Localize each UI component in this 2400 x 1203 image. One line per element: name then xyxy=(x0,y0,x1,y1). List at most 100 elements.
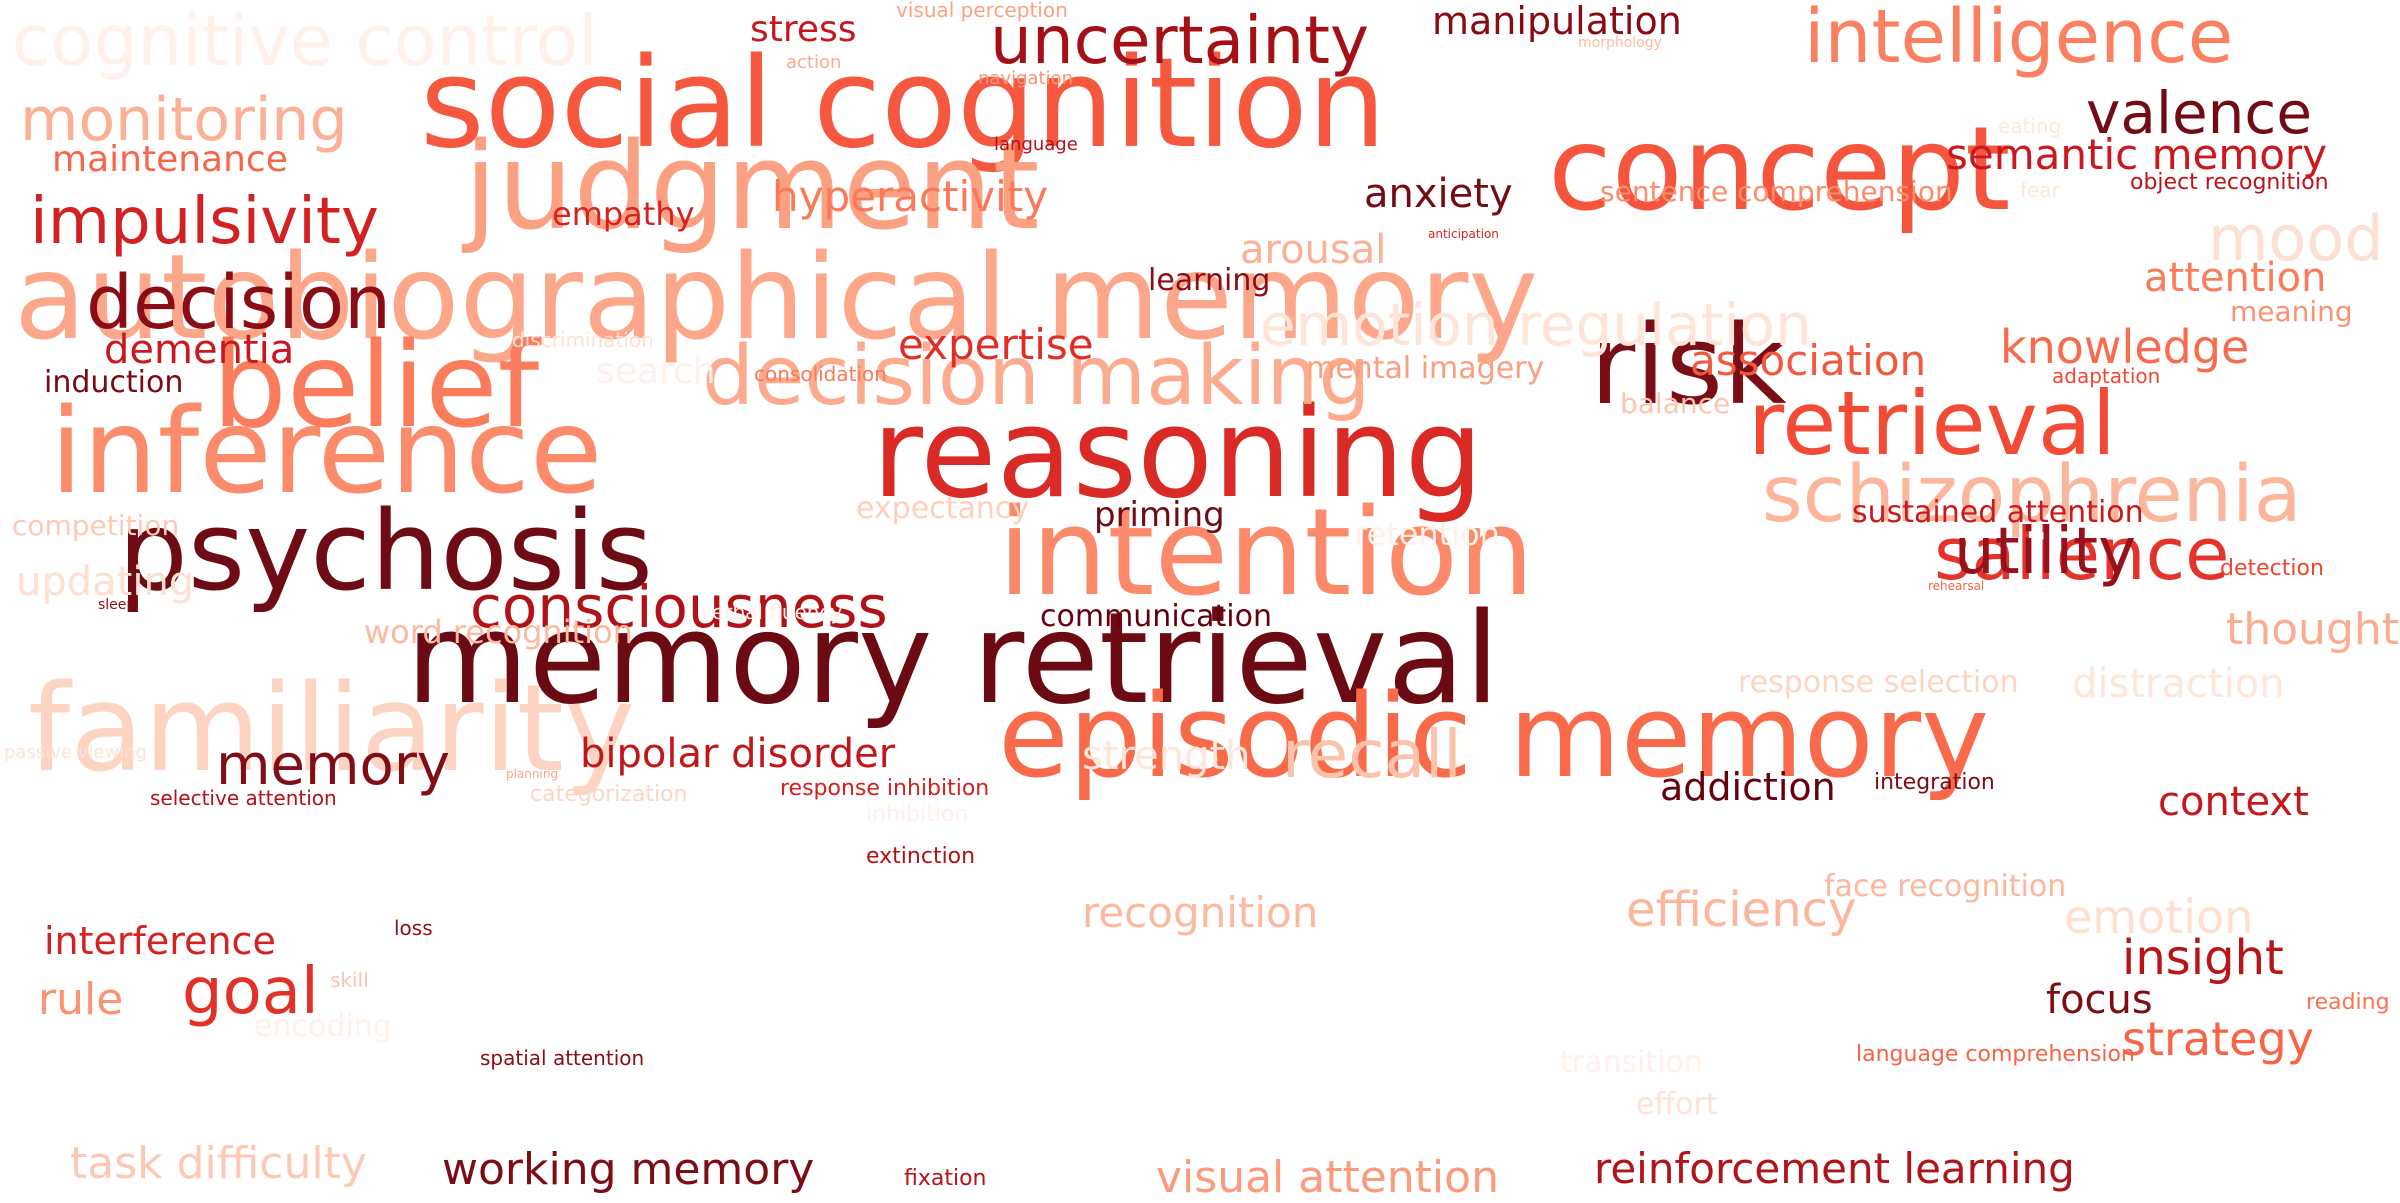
word-valence: valence xyxy=(2086,79,2312,147)
word-adaptation: adaptation xyxy=(2052,364,2161,388)
word-semantic-memory: semantic memory xyxy=(1946,130,2328,179)
word-monitoring: monitoring xyxy=(20,85,348,155)
word-expectancy: expectancy xyxy=(856,491,1030,526)
word-reasoning: reasoning xyxy=(872,382,1484,526)
word-rehearsal: rehearsal xyxy=(1928,579,1985,593)
word-inhibition: inhibition xyxy=(866,802,969,827)
word-language-comprehension: language comprehension xyxy=(1856,1042,2135,1067)
word-sustained-attention: sustained attention xyxy=(1852,495,2144,530)
word-salience: salience xyxy=(1934,512,2230,596)
word-anxiety: anxiety xyxy=(1364,171,1513,217)
word-recall: recall xyxy=(1282,716,1462,793)
word-thought: thought xyxy=(2226,604,2400,655)
word-retrieval: retrieval xyxy=(1748,372,2117,475)
word-search: search xyxy=(596,351,716,392)
word-induction: induction xyxy=(44,365,184,400)
word-knowledge: knowledge xyxy=(2000,320,2250,374)
word-addiction: addiction xyxy=(1660,765,1836,809)
word-strategy: strategy xyxy=(2122,1012,2314,1066)
word-cognitive-control: cognitive control xyxy=(12,0,598,82)
word-verbal-fluency: verbal fluency xyxy=(700,600,843,624)
word-context: context xyxy=(2158,779,2309,825)
word-working-memory: working memory xyxy=(442,1144,815,1195)
word-meaning: meaning xyxy=(2230,295,2353,328)
word-emotion-regulation: emotion regulation xyxy=(1260,291,1812,359)
word-consciousness: consciousness xyxy=(470,573,888,641)
word-intention: intention xyxy=(998,484,1535,623)
word-consolidation: consolidation xyxy=(754,362,887,386)
word-encoding: encoding xyxy=(254,1009,392,1044)
word-rule: rule xyxy=(38,974,124,1025)
word-competition: competition xyxy=(12,509,180,542)
word-word-recognition: word recognition xyxy=(364,613,633,651)
word-object-recognition: object recognition xyxy=(2130,170,2329,195)
word-response-selection: response selection xyxy=(1738,665,2019,700)
word-schizophrenia: schizophrenia xyxy=(1762,450,2302,540)
word-fixation: fixation xyxy=(904,1166,987,1191)
word-transition: transition xyxy=(1560,1045,1703,1080)
word-empathy: empathy xyxy=(552,195,695,233)
word-efficiency: efficiency xyxy=(1626,882,1857,938)
word-fear: fear xyxy=(2020,178,2060,202)
word-hyperactivity: hyperactivity xyxy=(772,172,1049,221)
word-inference: inference xyxy=(50,382,603,520)
word-loss: loss xyxy=(394,916,433,940)
word-navigation: navigation xyxy=(978,68,1074,89)
word-emotion: emotion xyxy=(2064,890,2254,944)
word-manipulation: manipulation xyxy=(1432,0,1682,43)
word-updating: updating xyxy=(16,559,195,605)
word-bipolar-disorder: bipolar disorder xyxy=(580,731,896,777)
word-arousal: arousal xyxy=(1240,227,1387,273)
word-episodic-memory: episodic memory xyxy=(998,670,1990,804)
word-reinforcement-learning: reinforcement learning xyxy=(1594,1144,2075,1193)
word-reading: reading xyxy=(2306,990,2390,1015)
word-language: language xyxy=(994,134,1078,155)
word-detection: detection xyxy=(2220,556,2324,581)
word-dementia: dementia xyxy=(104,327,295,373)
word-impulsivity: impulsivity xyxy=(30,185,379,259)
word-decision-making: decision making xyxy=(702,329,1371,424)
word-skill: skill xyxy=(330,968,369,992)
word-familiarity: familiarity xyxy=(28,660,635,799)
word-maintenance: maintenance xyxy=(52,139,288,180)
word-strength: strength xyxy=(1082,733,1251,779)
word-sleep: sleep xyxy=(98,597,136,613)
word-sentence-comprehension: sentence comprehension xyxy=(1600,175,1953,208)
word-eating: eating xyxy=(1998,114,2062,138)
word-face-recognition: face recognition xyxy=(1824,869,2067,904)
word-social-cognition: social cognition xyxy=(420,32,1387,176)
word-focus: focus xyxy=(2046,977,2153,1023)
word-interference: interference xyxy=(44,919,276,963)
word-distraction: distraction xyxy=(2072,661,2285,707)
word-memory-retrieval: memory retrieval xyxy=(406,585,1500,732)
word-expertise: expertise xyxy=(898,320,1094,369)
word-visual-perception: visual perception xyxy=(896,0,1068,22)
word-effort: effort xyxy=(1636,1087,1718,1122)
word-integration: integration xyxy=(1874,770,1995,795)
word-planning: planning xyxy=(506,767,559,781)
word-psychosis: psychosis xyxy=(118,487,653,615)
word-task-difficulty: task difficulty xyxy=(70,1138,367,1189)
word-attention: attention xyxy=(2144,255,2327,301)
word-learning: learning xyxy=(1148,263,1271,298)
word-insight: insight xyxy=(2122,930,2284,986)
word-mood: mood xyxy=(2208,202,2384,275)
word-anticipation: anticipation xyxy=(1428,227,1499,241)
word-action: action xyxy=(786,52,842,73)
word-utility: utility xyxy=(1954,515,2136,589)
word-goal: goal xyxy=(182,955,319,1029)
word-response-inhibition: response inhibition xyxy=(780,776,990,801)
word-association: association xyxy=(1690,336,1927,385)
word-balance: balance xyxy=(1620,387,1731,420)
word-belief: belief xyxy=(212,316,540,454)
word-uncertainty: uncertainty xyxy=(990,2,1370,79)
word-intelligence: intelligence xyxy=(1804,0,2234,80)
word-extinction: extinction xyxy=(866,844,976,869)
word-passive-viewing: passive viewing xyxy=(4,742,147,763)
word-stress: stress xyxy=(750,9,857,50)
word-judgment: judgment xyxy=(464,118,1040,257)
word-mental-imagery: mental imagery xyxy=(1306,351,1545,386)
word-morphology: morphology xyxy=(1578,35,1662,51)
word-visual-attention: visual attention xyxy=(1156,1152,1499,1203)
